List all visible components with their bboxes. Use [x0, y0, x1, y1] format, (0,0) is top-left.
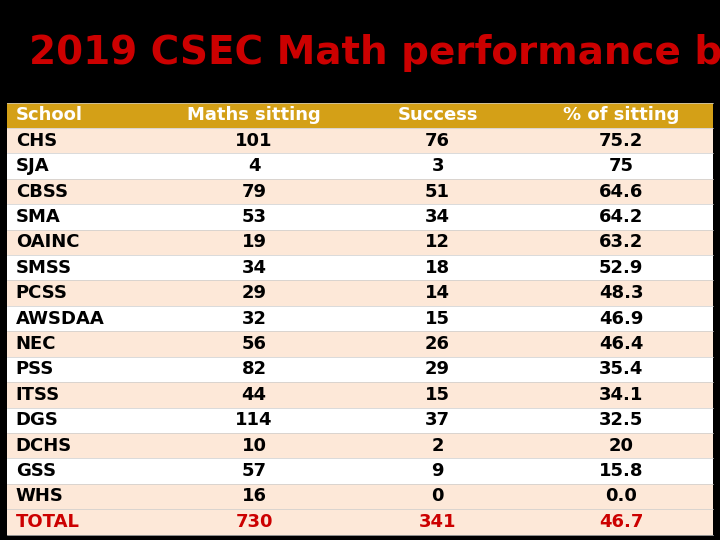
Text: NEC: NEC	[16, 335, 56, 353]
Text: SMA: SMA	[16, 208, 60, 226]
Text: 48.3: 48.3	[599, 284, 644, 302]
Text: 3: 3	[431, 157, 444, 175]
Text: 44: 44	[242, 386, 266, 404]
Text: 37: 37	[425, 411, 450, 429]
Text: 64.2: 64.2	[599, 208, 643, 226]
Bar	[7, 458, 713, 484]
Text: 75: 75	[608, 157, 634, 175]
Text: 53: 53	[242, 208, 266, 226]
Text: 52.9: 52.9	[599, 259, 643, 277]
Text: 18: 18	[425, 259, 450, 277]
Text: 29: 29	[425, 360, 450, 379]
Text: 34: 34	[242, 259, 266, 277]
Text: 2: 2	[431, 437, 444, 455]
Bar	[7, 204, 713, 230]
Text: 57: 57	[242, 462, 266, 480]
Text: DCHS: DCHS	[16, 437, 72, 455]
Text: 4: 4	[248, 157, 261, 175]
Bar	[7, 128, 713, 153]
Bar	[7, 357, 713, 382]
Text: 15.8: 15.8	[599, 462, 644, 480]
Text: School: School	[16, 106, 83, 124]
Bar	[7, 306, 713, 332]
Text: SMSS: SMSS	[16, 259, 72, 277]
Text: 46.7: 46.7	[599, 513, 643, 531]
Text: 46.4: 46.4	[599, 335, 643, 353]
Text: 63.2: 63.2	[599, 233, 643, 251]
Text: 46.9: 46.9	[599, 309, 643, 328]
Bar	[7, 382, 713, 408]
Bar	[7, 103, 713, 128]
Text: 101: 101	[235, 132, 273, 150]
Text: 0.0: 0.0	[605, 488, 637, 505]
Text: GSS: GSS	[16, 462, 55, 480]
Text: 2019 CSEC Math performance by school: 2019 CSEC Math performance by school	[29, 35, 720, 72]
Text: 35.4: 35.4	[599, 360, 643, 379]
Text: 76: 76	[425, 132, 450, 150]
Text: 15: 15	[425, 386, 450, 404]
Text: TOTAL: TOTAL	[16, 513, 79, 531]
Text: 20: 20	[608, 437, 634, 455]
Text: % of sitting: % of sitting	[563, 106, 679, 124]
Text: 12: 12	[425, 233, 450, 251]
Bar	[7, 484, 713, 509]
Text: ITSS: ITSS	[16, 386, 60, 404]
Text: 82: 82	[242, 360, 266, 379]
Text: 32: 32	[242, 309, 266, 328]
Bar	[7, 153, 713, 179]
Text: OAINC: OAINC	[16, 233, 79, 251]
Text: SJA: SJA	[16, 157, 49, 175]
Bar	[7, 230, 713, 255]
Text: Success: Success	[397, 106, 478, 124]
Text: 51: 51	[425, 183, 450, 200]
Text: 14: 14	[425, 284, 450, 302]
Text: 26: 26	[425, 335, 450, 353]
Text: CBSS: CBSS	[16, 183, 68, 200]
Text: 29: 29	[242, 284, 266, 302]
Text: 79: 79	[242, 183, 266, 200]
Text: 114: 114	[235, 411, 273, 429]
Text: DGS: DGS	[16, 411, 58, 429]
Text: 64.6: 64.6	[599, 183, 643, 200]
Bar	[7, 179, 713, 204]
Text: 19: 19	[242, 233, 266, 251]
Text: CHS: CHS	[16, 132, 57, 150]
Text: 16: 16	[242, 488, 266, 505]
Text: WHS: WHS	[16, 488, 63, 505]
Text: 730: 730	[235, 513, 273, 531]
Text: AWSDAA: AWSDAA	[16, 309, 104, 328]
Text: PSS: PSS	[16, 360, 54, 379]
Text: 56: 56	[242, 335, 266, 353]
Bar	[7, 280, 713, 306]
Text: Maths sitting: Maths sitting	[187, 106, 321, 124]
Text: 0: 0	[431, 488, 444, 505]
Text: 75.2: 75.2	[599, 132, 643, 150]
Text: PCSS: PCSS	[16, 284, 68, 302]
Text: 34: 34	[425, 208, 450, 226]
Text: 34.1: 34.1	[599, 386, 643, 404]
Bar	[7, 332, 713, 357]
Bar	[7, 509, 713, 535]
Text: 15: 15	[425, 309, 450, 328]
Bar	[7, 255, 713, 280]
Bar	[7, 408, 713, 433]
Text: 341: 341	[419, 513, 456, 531]
Text: 32.5: 32.5	[599, 411, 643, 429]
Text: 10: 10	[242, 437, 266, 455]
Text: 9: 9	[431, 462, 444, 480]
Bar	[7, 433, 713, 458]
